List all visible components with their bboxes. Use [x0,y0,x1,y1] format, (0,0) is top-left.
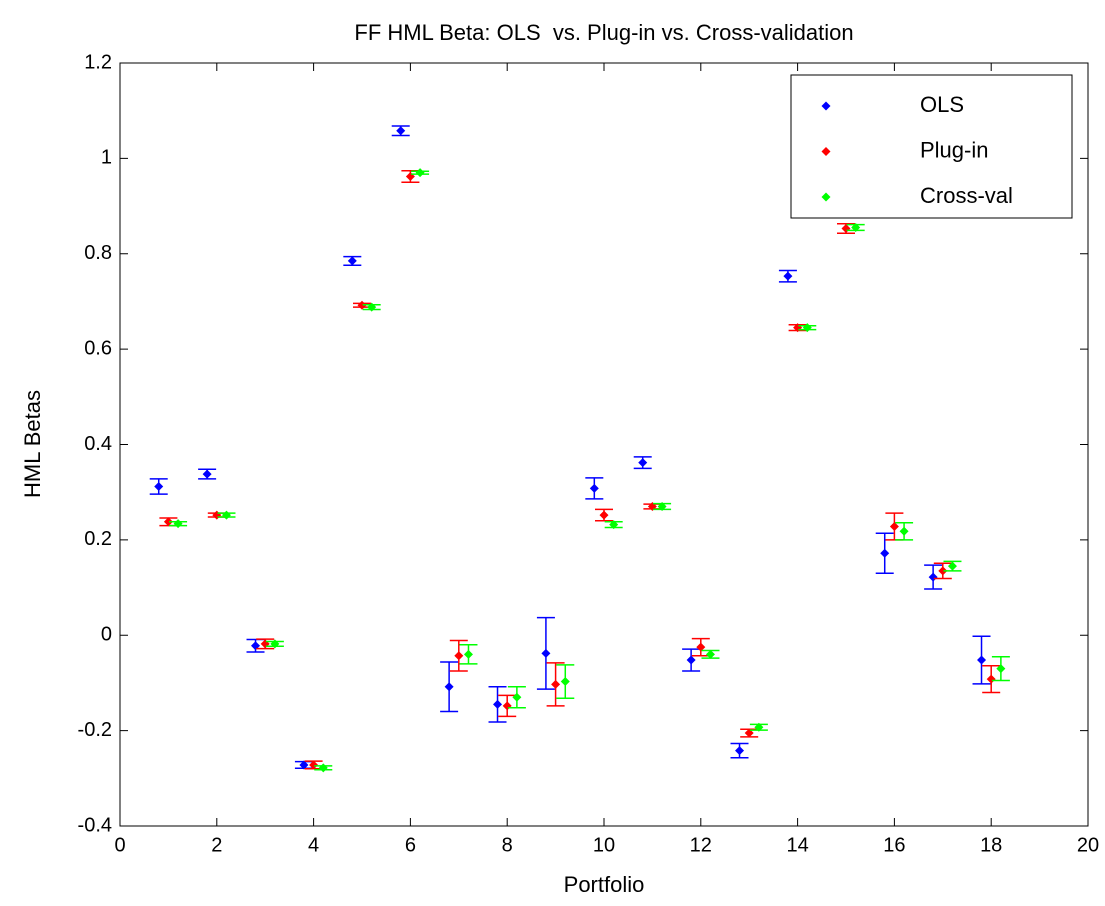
marker [347,256,357,266]
x-tick-label: 16 [883,834,905,856]
marker [173,519,183,529]
legend-box [790,74,1073,219]
marker [686,655,696,665]
marker [318,763,328,773]
marker [996,664,1006,674]
marker [444,682,454,692]
marker [512,692,522,702]
marker [783,271,793,281]
y-tick-label: 0.2 [84,528,112,550]
marker [493,699,503,709]
x-tick-label: 8 [502,834,513,856]
x-tick-label: 4 [308,834,319,856]
marker [367,302,377,312]
marker [202,469,212,479]
marker [880,548,890,558]
legend-label: OLS [920,92,964,117]
marker [977,655,987,665]
x-tick-label: 14 [786,834,808,856]
marker [657,501,667,511]
marker [928,572,938,582]
marker [938,566,948,576]
marker [299,760,309,770]
marker [309,760,319,770]
x-tick-label: 20 [1077,834,1099,856]
x-tick-label: 10 [593,834,615,856]
marker [599,510,609,520]
marker [163,517,173,527]
y-tick-label: 1.2 [84,51,112,73]
marker [735,746,745,756]
x-tick-label: 12 [690,834,712,856]
y-tick-label: 1 [101,147,112,169]
marker [463,649,473,659]
x-tick-label: 18 [980,834,1002,856]
marker [221,510,231,520]
x-tick-label: 2 [211,834,222,856]
y-tick-label: 0.4 [84,433,112,455]
y-tick-label: 0 [101,624,112,646]
marker [851,223,861,233]
marker [357,300,367,310]
marker [696,642,706,652]
marker [415,168,425,178]
legend-marker [821,147,831,156]
marker [754,722,764,732]
legend-marker [821,101,831,111]
marker [454,651,464,661]
y-tick-label: 0.6 [84,337,112,359]
x-tick-label: 6 [405,834,416,856]
marker [986,674,996,684]
y-tick-label: 0.8 [84,242,112,264]
y-tick-label: -0.4 [78,814,112,836]
legend-marker [821,192,831,202]
x-axis-label: Portfolio [564,872,645,897]
legend-label: Plug-in [920,137,988,162]
marker [154,481,164,491]
chart-title: FF HML Beta: OLS vs. Plug-in vs. Cross-v… [354,20,853,45]
marker [396,126,406,136]
marker [560,677,570,687]
marker [270,639,280,649]
marker [889,522,899,532]
marker [589,483,599,493]
y-tick-label: -0.2 [78,719,112,741]
marker [705,649,715,659]
y-axis-label: HML Betas [20,390,45,498]
marker [551,679,561,689]
marker [609,520,619,530]
marker [638,458,648,468]
marker [947,561,957,571]
marker [802,323,812,333]
legend-label: Cross-val [920,183,1013,208]
marker [541,648,551,658]
marker [899,526,909,536]
x-tick-label: 0 [114,834,125,856]
